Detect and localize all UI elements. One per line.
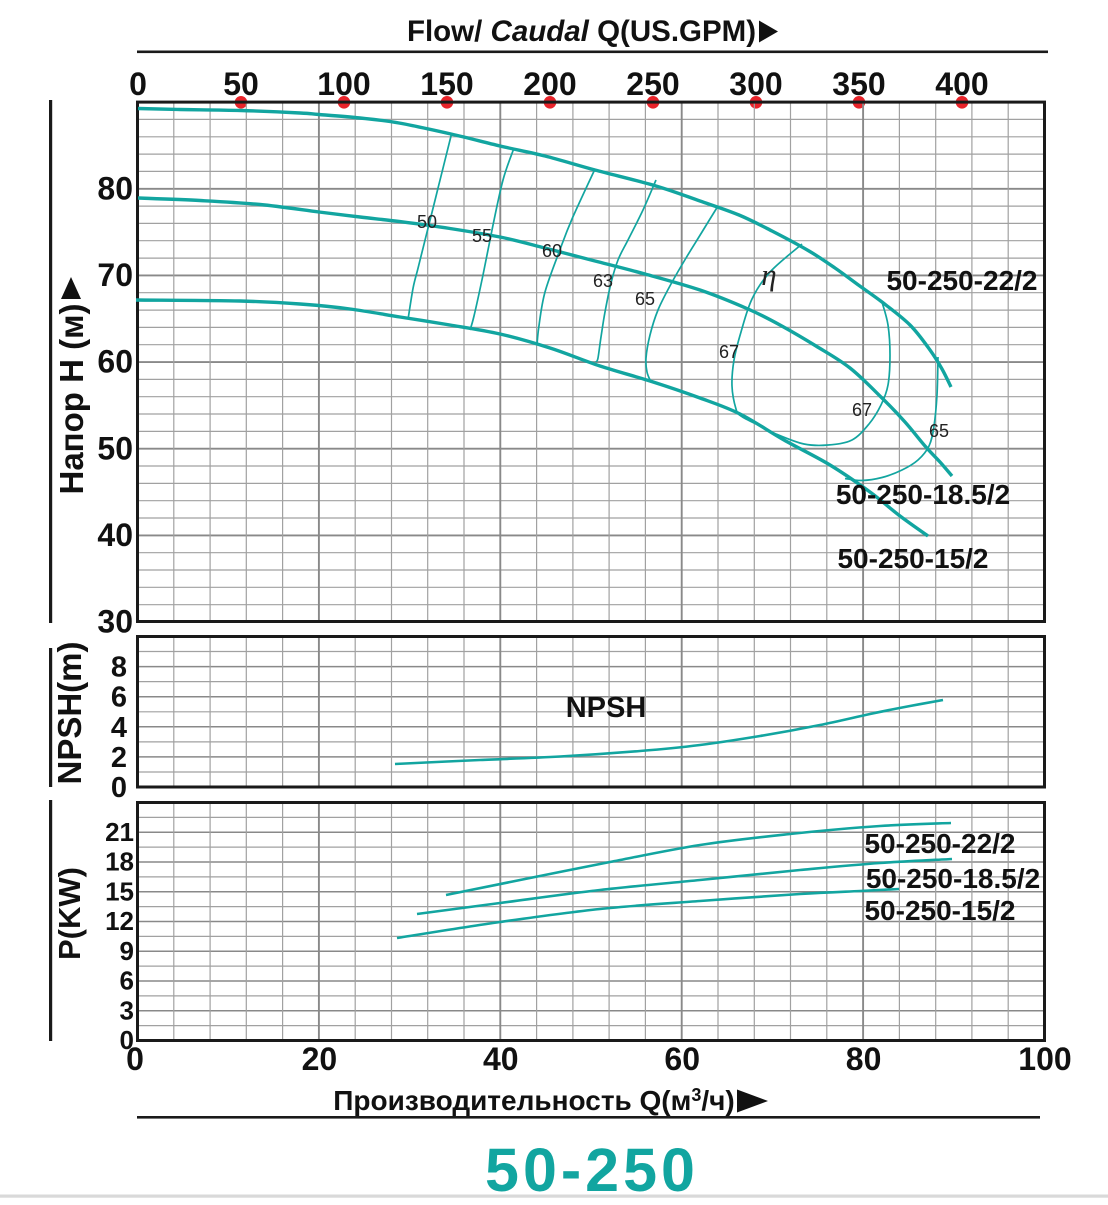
svg-text:50: 50 bbox=[223, 66, 259, 102]
svg-text:100: 100 bbox=[1018, 1041, 1071, 1077]
svg-text:50-250: 50-250 bbox=[485, 1136, 699, 1200]
svg-text:50: 50 bbox=[97, 430, 133, 466]
svg-text:9: 9 bbox=[120, 936, 134, 966]
svg-text:65: 65 bbox=[635, 289, 655, 309]
svg-text:21: 21 bbox=[105, 817, 134, 847]
svg-text:300: 300 bbox=[729, 66, 782, 102]
svg-text:Производительность Q(м3/ч): Производительность Q(м3/ч) bbox=[333, 1085, 734, 1116]
svg-text:NPSH(m): NPSH(m) bbox=[51, 641, 88, 784]
svg-text:3: 3 bbox=[120, 995, 134, 1025]
svg-text:50-250-22/2: 50-250-22/2 bbox=[886, 265, 1037, 296]
svg-text:Напор H (м): Напор H (м) bbox=[53, 304, 90, 495]
svg-text:4: 4 bbox=[111, 712, 127, 744]
svg-text:50-250-15/2: 50-250-15/2 bbox=[837, 543, 988, 574]
svg-text:200: 200 bbox=[523, 66, 576, 102]
svg-text:63: 63 bbox=[593, 271, 613, 291]
svg-text:2: 2 bbox=[111, 742, 127, 774]
svg-text:60: 60 bbox=[542, 241, 562, 261]
svg-text:0: 0 bbox=[111, 772, 127, 804]
svg-text:400: 400 bbox=[935, 66, 988, 102]
svg-text:80: 80 bbox=[97, 170, 133, 206]
svg-text:150: 150 bbox=[420, 66, 473, 102]
svg-text:NPSH: NPSH bbox=[566, 692, 647, 724]
svg-text:40: 40 bbox=[483, 1041, 519, 1077]
svg-text:6: 6 bbox=[120, 966, 134, 996]
svg-text:40: 40 bbox=[97, 517, 133, 553]
svg-text:18: 18 bbox=[105, 847, 134, 877]
svg-text:50-250-22/2: 50-250-22/2 bbox=[864, 828, 1015, 859]
svg-text:12: 12 bbox=[105, 906, 134, 936]
svg-text:P(KW): P(KW) bbox=[52, 867, 87, 960]
svg-text:30: 30 bbox=[97, 604, 133, 640]
svg-text:55: 55 bbox=[472, 226, 492, 246]
svg-text:350: 350 bbox=[832, 66, 885, 102]
svg-text:6: 6 bbox=[111, 682, 127, 714]
svg-text:65: 65 bbox=[929, 421, 949, 441]
svg-text:0: 0 bbox=[129, 66, 147, 102]
svg-text:50-250-18.5/2: 50-250-18.5/2 bbox=[836, 479, 1010, 510]
svg-text:60: 60 bbox=[664, 1041, 700, 1077]
svg-text:50: 50 bbox=[417, 212, 437, 232]
svg-text:0: 0 bbox=[120, 1025, 134, 1055]
svg-text:70: 70 bbox=[97, 257, 133, 293]
svg-text:15: 15 bbox=[105, 876, 134, 906]
svg-text:20: 20 bbox=[302, 1041, 338, 1077]
svg-text:0: 0 bbox=[126, 1041, 144, 1077]
svg-text:50-250-15/2: 50-250-15/2 bbox=[864, 895, 1015, 926]
svg-text:80: 80 bbox=[846, 1041, 882, 1077]
svg-text:η: η bbox=[761, 257, 776, 292]
svg-text:67: 67 bbox=[852, 400, 872, 420]
svg-text:50-250-18.5/2: 50-250-18.5/2 bbox=[866, 863, 1040, 894]
svg-text:100: 100 bbox=[317, 66, 370, 102]
svg-text:8: 8 bbox=[111, 652, 127, 684]
svg-text:60: 60 bbox=[97, 344, 133, 380]
svg-text:Flow/ Caudal Q(US.GPM): Flow/ Caudal Q(US.GPM) bbox=[407, 15, 756, 48]
svg-text:67: 67 bbox=[719, 342, 739, 362]
svg-text:250: 250 bbox=[626, 66, 679, 102]
